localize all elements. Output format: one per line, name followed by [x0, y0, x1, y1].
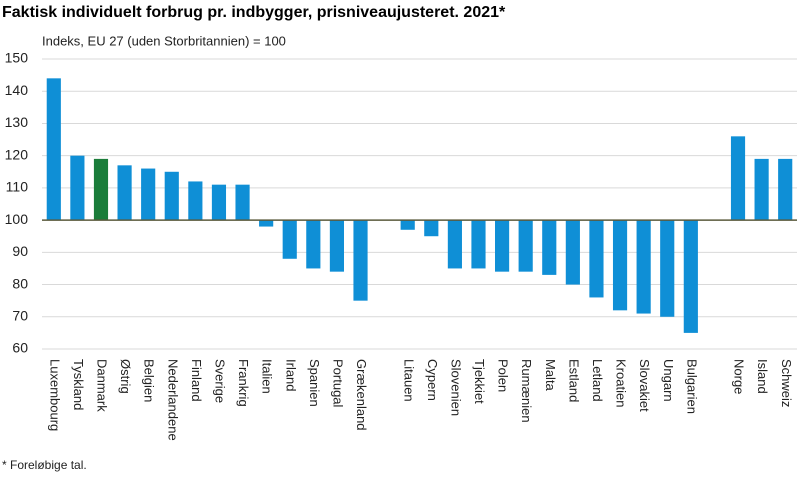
y-tick-label: 80 — [12, 275, 28, 291]
bar — [259, 220, 274, 227]
bar — [117, 165, 132, 221]
bar — [754, 158, 769, 221]
x-tick-label: Malta — [543, 359, 558, 392]
x-tick-label: Estland — [566, 359, 581, 402]
x-tick-label: Kroatien — [614, 359, 629, 407]
bar — [542, 220, 557, 275]
x-tick-label: Polen — [496, 359, 511, 392]
bar — [447, 220, 462, 269]
x-tick-label: Norge — [732, 359, 747, 394]
bar — [636, 220, 651, 314]
chart-title: Faktisk individuelt forbrug pr. indbygge… — [2, 4, 506, 21]
bar — [778, 158, 793, 221]
x-tick-label: Ungarn — [661, 359, 676, 402]
y-tick-label: 110 — [6, 179, 29, 195]
x-tick-label: Italien — [260, 359, 275, 394]
x-tick-label: Finland — [189, 359, 204, 402]
bar — [188, 181, 203, 221]
x-tick-label: Bulgarien — [684, 359, 699, 414]
bar — [353, 220, 368, 301]
x-tick-label: Letland — [590, 359, 605, 402]
bar — [329, 220, 344, 272]
bar — [400, 220, 415, 230]
x-tick-label: Cypern — [425, 359, 440, 401]
x-tick-label: Tyskland — [71, 359, 86, 410]
x-tick-label: Østrig — [118, 359, 133, 394]
x-tick-label: Belgien — [142, 359, 157, 402]
x-tick-label: Luxembourg — [47, 359, 62, 431]
bar — [424, 220, 439, 237]
x-tick-label: Tjekkiet — [472, 359, 487, 404]
bar — [306, 220, 321, 269]
y-tick-label: 100 — [5, 211, 29, 227]
bar — [141, 168, 156, 221]
bar — [282, 220, 297, 259]
y-tick-label: 150 — [5, 50, 29, 66]
bar — [565, 220, 580, 285]
x-tick-label: Portugal — [330, 359, 345, 408]
bar — [235, 184, 250, 221]
x-tick-label: Danmark — [95, 359, 110, 412]
bar — [589, 220, 604, 298]
x-tick-label: Frankrig — [236, 359, 251, 407]
bar — [683, 220, 698, 333]
bar — [660, 220, 675, 317]
bar — [93, 158, 109, 221]
footnote: * Foreløbige tal. — [2, 458, 87, 472]
chart-subtitle: Indeks, EU 27 (uden Storbritannien) = 10… — [42, 33, 286, 48]
y-tick-label: 120 — [5, 146, 29, 162]
x-tick-label: Island — [755, 359, 770, 394]
x-tick-label: Rumænien — [519, 359, 534, 423]
x-tick-label: Nederlandene — [165, 359, 180, 441]
x-tick-label: Irland — [283, 359, 298, 392]
x-tick-label: Spanien — [307, 359, 322, 407]
bar — [612, 220, 628, 311]
x-tick-label: Litauen — [401, 359, 416, 402]
bar — [495, 220, 510, 272]
x-tick-label: Slovenien — [448, 359, 463, 416]
x-tick-label: Grækenland — [354, 359, 369, 431]
x-tick-label: Sverige — [213, 359, 228, 403]
bar — [471, 220, 486, 269]
bar — [70, 155, 85, 221]
bar — [164, 171, 179, 221]
y-tick-label: 140 — [5, 82, 29, 98]
bar — [46, 78, 61, 221]
y-tick-label: 130 — [5, 114, 29, 130]
bar — [730, 136, 746, 221]
y-tick-label: 70 — [12, 307, 28, 323]
x-tick-label: Slovakiet — [637, 359, 652, 412]
bar — [211, 184, 227, 221]
x-tick-label: Schweiz — [779, 359, 794, 407]
y-tick-label: 90 — [12, 243, 28, 259]
y-tick-label: 60 — [12, 340, 28, 356]
bar — [518, 220, 533, 272]
